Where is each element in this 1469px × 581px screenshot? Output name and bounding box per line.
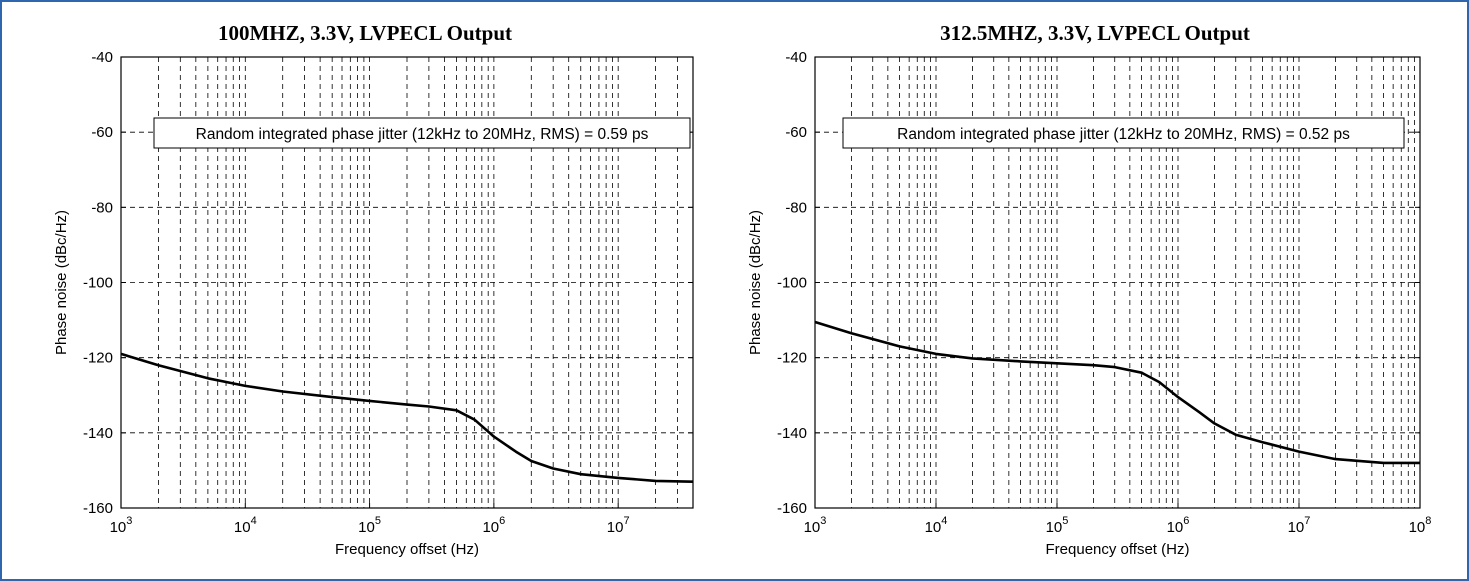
y-tick-label: -120: [777, 350, 807, 367]
annotation-text: Random integrated phase jitter (12kHz to…: [897, 126, 1350, 143]
y-tick-label: -40: [91, 49, 113, 66]
x-tick-label: 105: [358, 515, 381, 536]
y-axis-label: Phase noise (dBc/Hz): [747, 210, 764, 355]
y-tick-label: -120: [83, 350, 113, 367]
x-tick-label: 104: [925, 515, 948, 536]
y-tick-label: -160: [777, 500, 807, 517]
chart-title: 100MHZ, 3.3V, LVPECL Output: [217, 21, 513, 45]
x-tick-label: 106: [482, 515, 505, 536]
y-tick-label: -80: [91, 199, 113, 216]
x-axis-label: Frequency offset (Hz): [335, 541, 479, 558]
y-tick-label: -100: [777, 275, 807, 292]
annotation-box: [842, 117, 1405, 149]
y-tick-label: -100: [83, 275, 113, 292]
y-tick-label: -80: [785, 199, 807, 216]
x-tick-label: 103: [110, 515, 133, 536]
x-tick-label: 107: [1288, 515, 1311, 536]
y-tick-label: -140: [777, 425, 807, 442]
annotation-box: [153, 117, 691, 149]
y-tick-label: -60: [91, 124, 113, 141]
x-tick-label: 106: [1167, 515, 1190, 536]
y-tick-label: -60: [785, 124, 807, 141]
chart-panel-100mhz: 100MHZ, 3.3V, LVPECL Output -40 -60 -80 -10…: [0, 6, 730, 581]
x-tick-label: 108: [1409, 515, 1432, 536]
y-tick-label: -140: [83, 425, 113, 442]
y-tick-label: -160: [83, 500, 113, 517]
y-axis-label: Phase noise (dBc/Hz): [53, 210, 70, 355]
chart-panel-312mhz: 312.5MHZ, 3.3V, LVPECL Output -40 -60 -80-…: [730, 6, 1460, 581]
x-axis-label: Frequency offset (Hz): [1046, 541, 1190, 558]
x-tick-label: 105: [1046, 515, 1069, 536]
chart-title: 312.5MHZ, 3.3V, LVPECL Output: [940, 21, 1250, 45]
x-tick-label: 104: [234, 515, 257, 536]
x-tick-label: 103: [804, 515, 827, 536]
phase-noise-line: [120, 352, 694, 483]
annotation-text: Random integrated phase jitter (12kHz to…: [196, 126, 649, 143]
phase-noise-line: [814, 320, 1420, 465]
x-tick-label: 107: [607, 515, 630, 536]
y-tick-label: -40: [785, 49, 807, 66]
